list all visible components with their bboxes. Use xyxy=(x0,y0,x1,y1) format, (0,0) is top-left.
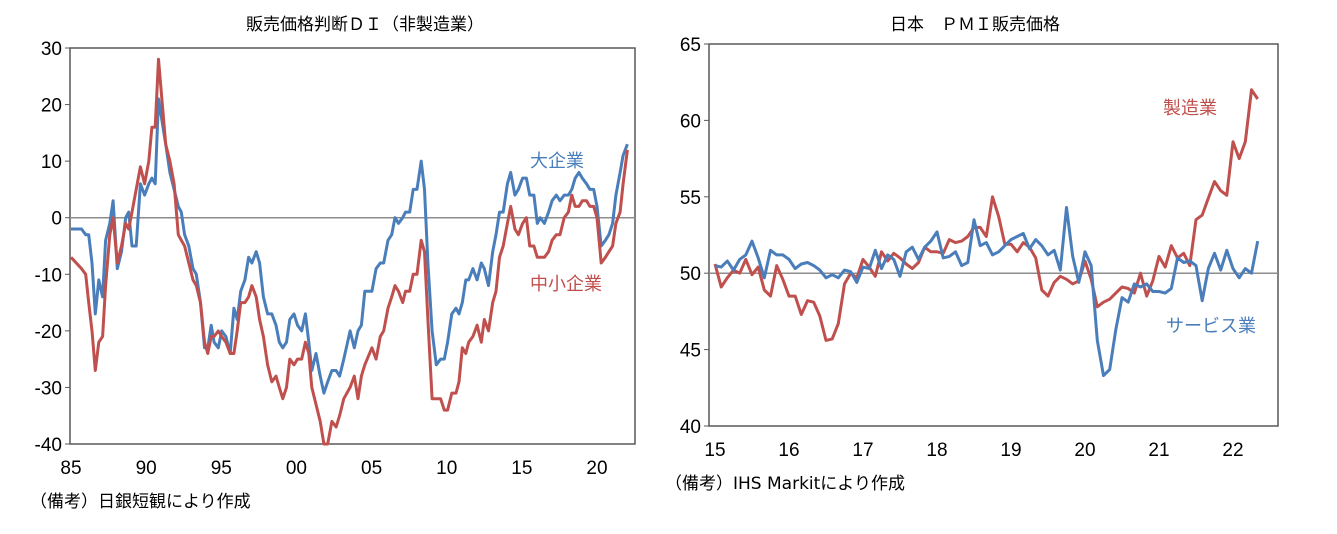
x-tick-label: 20 xyxy=(1074,440,1095,461)
plot-frame xyxy=(69,47,636,445)
series-line-services xyxy=(714,206,1260,378)
x-tick-label: 20 xyxy=(586,458,607,479)
y-tick-label: 20 xyxy=(41,96,62,117)
series-line-large-firms xyxy=(71,97,629,395)
x-tick-label: 17 xyxy=(852,440,873,461)
y-tick-label: 50 xyxy=(680,264,701,285)
right-chart-title: 日本 ＰＭＩ販売価格 xyxy=(890,15,1060,35)
x-tick-label: 19 xyxy=(1000,440,1021,461)
y-tick-label: 65 xyxy=(680,35,701,56)
y-tick-label: 45 xyxy=(680,341,701,362)
series-label-large-firms: 大企業 xyxy=(530,151,584,172)
x-tick-label: 90 xyxy=(136,458,157,479)
x-tick-label: 05 xyxy=(361,458,382,479)
series-line-small-firms xyxy=(69,57,629,446)
series-line-manufacturing xyxy=(713,88,1259,342)
x-tick-label: 95 xyxy=(211,458,232,479)
x-tick-label: 85 xyxy=(60,458,81,479)
series-label-manufacturing: 製造業 xyxy=(1163,98,1217,119)
x-tick-label: 10 xyxy=(436,458,457,479)
right-chart-note: （備考）IHS Markitにより作成 xyxy=(665,474,905,494)
y-tick-label: -40 xyxy=(35,435,62,456)
x-tick-label: 15 xyxy=(511,458,532,479)
x-tick-label: 22 xyxy=(1222,440,1243,461)
y-tick-label: 60 xyxy=(680,111,701,132)
series-label-small-firms: 中小企業 xyxy=(530,274,602,295)
y-tick-label: 10 xyxy=(41,152,62,173)
y-tick-label: 55 xyxy=(680,188,701,209)
x-tick-label: 18 xyxy=(926,440,947,461)
plot-frame xyxy=(708,43,1279,427)
y-tick-label: 40 xyxy=(680,417,701,438)
y-tick-label: -20 xyxy=(35,322,62,343)
left-chart-note: （備考）日銀短観により作成 xyxy=(30,492,251,512)
x-tick-label: 00 xyxy=(286,458,307,479)
y-tick-label: -10 xyxy=(35,265,62,286)
x-tick-label: 15 xyxy=(704,440,725,461)
y-tick-label: 0 xyxy=(51,209,62,230)
x-tick-label: 21 xyxy=(1148,440,1169,461)
y-tick-label: -30 xyxy=(35,378,62,399)
left-chart-title: 販売価格判断ＤＩ（非製造業） xyxy=(246,15,484,35)
series-label-services: サービス業 xyxy=(1166,316,1256,337)
x-tick-label: 16 xyxy=(778,440,799,461)
left-chart-di: 販売価格判断ＤＩ（非製造業） （備考）日銀短観により作成 大企業 中小企業 30… xyxy=(30,15,636,512)
y-tick-label: 30 xyxy=(41,39,62,60)
right-chart-pmi: 日本 ＰＭＩ販売価格 （備考）IHS Markitにより作成 製造業 サービス業… xyxy=(665,15,1279,494)
